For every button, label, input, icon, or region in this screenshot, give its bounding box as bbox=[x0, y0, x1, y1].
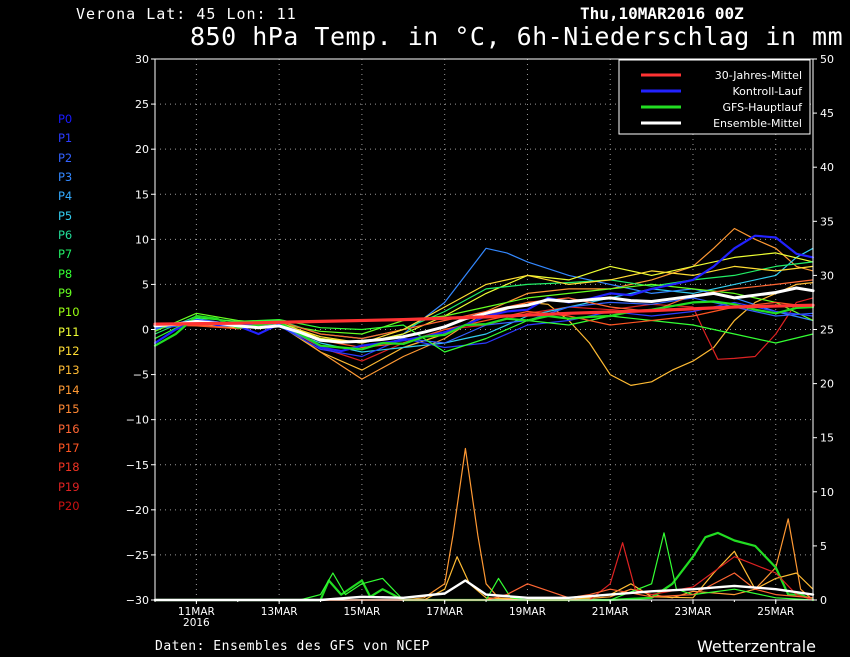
member-label-p5: P5 bbox=[58, 208, 73, 223]
member-label-p16: P16 bbox=[58, 421, 80, 436]
x-tick-label: 25MAR bbox=[757, 606, 794, 618]
y-left-tick-label: 30 bbox=[135, 53, 149, 66]
member-label-p12: P12 bbox=[58, 344, 80, 359]
y-left-tick-label: 5 bbox=[142, 278, 149, 291]
y-left-tick-label: 20 bbox=[135, 143, 149, 156]
member-label-p6: P6 bbox=[58, 228, 73, 243]
x-tick-label: 19MAR bbox=[509, 606, 546, 618]
member-label-p9: P9 bbox=[58, 286, 73, 301]
y-left-tick-label: 15 bbox=[135, 188, 149, 201]
y-right-tick-label: 10 bbox=[820, 486, 834, 499]
y-right-tick-label: 5 bbox=[820, 540, 827, 553]
ensemble-member-list: P0 P1 P2 P3 P4 P5 P6 P7 P8 P9 P10 P11 P12 P13 P14 P15 P1… bbox=[58, 110, 80, 516]
y-left-tick-label: −10 bbox=[126, 414, 149, 427]
member-label-p15: P15 bbox=[58, 402, 80, 417]
y-left-tick-label: −5 bbox=[133, 369, 149, 382]
member-label-p10: P10 bbox=[58, 305, 80, 320]
member-label-p8: P8 bbox=[58, 266, 73, 281]
legend-label: 30-Jahres-Mittel bbox=[715, 69, 802, 82]
temp-line-p5 bbox=[154, 247, 814, 353]
precip-line-gfs-hauptlauf bbox=[153, 531, 815, 602]
precip-line-p16 bbox=[154, 572, 814, 601]
member-label-p19: P19 bbox=[58, 479, 80, 494]
y-left-tick-label: −30 bbox=[126, 594, 149, 607]
legend-label: Ensemble-Mittel bbox=[713, 117, 802, 130]
member-label-p1: P1 bbox=[58, 131, 73, 146]
member-label-p11: P11 bbox=[58, 324, 80, 339]
member-label-p4: P4 bbox=[58, 189, 73, 204]
x-tick-label: 23MAR bbox=[675, 606, 712, 618]
y-left-tick-label: 0 bbox=[142, 324, 149, 337]
y-right-tick-label: 35 bbox=[820, 215, 834, 228]
legend: 30-Jahres-Mittel Kontroll-Lauf GFS-Hauptla… bbox=[618, 59, 811, 135]
x-tick-label: 15MAR bbox=[343, 606, 380, 618]
y-left-tick-label: −15 bbox=[126, 459, 149, 472]
precip-line-ensemble-mittel bbox=[153, 579, 815, 602]
precip-line-p19 bbox=[154, 542, 814, 601]
y-left-tick-label: 10 bbox=[135, 233, 149, 246]
precip-line-p8 bbox=[154, 532, 814, 601]
temp-line-30-jahres-mittel bbox=[153, 303, 815, 326]
x-year-label: 2016 bbox=[183, 617, 210, 629]
y-left-tick-label: −25 bbox=[126, 549, 149, 562]
member-label-p20: P20 bbox=[58, 498, 80, 513]
location-label: Verona Lat: 45 Lon: 11 bbox=[76, 5, 297, 23]
y-right-tick-label: 0 bbox=[820, 594, 827, 607]
y-right-tick-label: 15 bbox=[820, 432, 834, 445]
run-date: Thu,10MAR2016 00Z bbox=[580, 4, 744, 23]
member-label-p13: P13 bbox=[58, 363, 80, 378]
y-right-tick-label: 40 bbox=[820, 161, 834, 174]
member-label-p18: P18 bbox=[58, 460, 80, 475]
precip-line-p14 bbox=[154, 447, 814, 601]
member-label-p0: P0 bbox=[58, 112, 73, 126]
y-left-tick-label: −20 bbox=[126, 504, 149, 517]
temp-line-p3 bbox=[154, 247, 814, 344]
x-tick-label: 13MAR bbox=[261, 606, 298, 618]
member-label-p3: P3 bbox=[58, 170, 73, 185]
legend-label: Kontroll-Lauf bbox=[733, 85, 804, 98]
member-label-p7: P7 bbox=[58, 247, 73, 262]
x-tick-label: 11MAR bbox=[178, 606, 215, 618]
member-label-p2: P2 bbox=[58, 150, 73, 165]
temp-line-ensemble-mittel bbox=[153, 286, 815, 344]
data-source: Daten: Ensembles des GFS von NCEP bbox=[155, 639, 430, 654]
precipitation-lines bbox=[153, 447, 815, 602]
y-right-tick-label: 25 bbox=[820, 324, 834, 337]
y-left-tick-label: 25 bbox=[135, 98, 149, 111]
x-tick-label: 17MAR bbox=[426, 606, 463, 618]
chart-title: 850 hPa Temp. in °C, 6h-Niederschlag in … bbox=[190, 22, 844, 51]
brand-label: Wetterzentrale bbox=[697, 637, 817, 656]
member-label-p17: P17 bbox=[58, 440, 80, 455]
legend-label: GFS-Hauptlauf bbox=[722, 101, 803, 114]
y-right-tick-label: 20 bbox=[820, 378, 834, 391]
temperature-lines bbox=[153, 227, 815, 386]
axes: −30 −25 −20 −15 −10 −5 0 5 10 15 20 25 30 0 5 10 15 20 25 3… bbox=[126, 53, 834, 629]
member-label-p14: P14 bbox=[58, 382, 80, 397]
y-right-tick-label: 45 bbox=[820, 107, 834, 120]
y-right-tick-label: 30 bbox=[820, 269, 834, 282]
x-tick-label: 21MAR bbox=[592, 606, 629, 618]
temp-line-p8 bbox=[154, 315, 814, 353]
y-right-tick-label: 50 bbox=[820, 53, 834, 66]
